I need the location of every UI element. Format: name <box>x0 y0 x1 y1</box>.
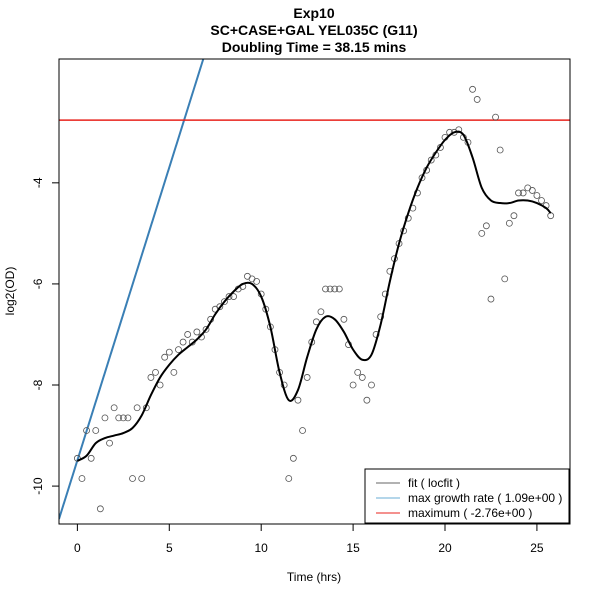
data-point <box>115 414 123 422</box>
data-point <box>106 439 113 447</box>
x-tick-label: 0 <box>74 541 81 555</box>
data-point <box>285 475 293 482</box>
data-point <box>381 290 389 298</box>
data-point <box>184 331 192 338</box>
data-point <box>138 475 146 482</box>
data-point <box>216 303 224 311</box>
data-point <box>349 381 357 389</box>
data-point <box>496 146 504 154</box>
data-point <box>317 308 325 316</box>
data-point <box>156 381 164 389</box>
data-point <box>547 212 555 220</box>
data-point <box>505 219 513 227</box>
data-point <box>354 368 362 376</box>
fit-curve <box>76 130 552 462</box>
data-point <box>92 427 100 434</box>
data-point <box>78 475 86 482</box>
data-point <box>294 396 302 404</box>
data-point <box>133 404 141 412</box>
data-point <box>533 192 541 199</box>
data-point <box>335 285 343 293</box>
legend-label: max growth rate ( 1.09e+00 ) <box>408 491 562 505</box>
data-point <box>331 285 339 293</box>
data-point <box>501 275 509 283</box>
data-point <box>193 328 201 336</box>
chart-title: Exp10 <box>293 5 334 21</box>
data-point <box>175 346 182 354</box>
data-point <box>515 189 522 197</box>
data-point <box>110 404 118 412</box>
data-point <box>101 414 109 422</box>
data-point <box>244 272 251 280</box>
chart-subtitle-doubling-time: Doubling Time = 38.15 mins <box>222 39 407 55</box>
data-point <box>299 427 306 434</box>
max-growth-rate-line <box>59 59 205 520</box>
data-point <box>368 381 375 389</box>
data-point <box>147 374 155 381</box>
y-tick-label: -6 <box>31 278 45 289</box>
data-point <box>152 368 159 376</box>
data-point <box>528 187 536 194</box>
plot-frame <box>58 58 571 525</box>
data-point <box>179 338 187 346</box>
y-tick-label: -8 <box>31 379 45 390</box>
y-tick-label: -10 <box>31 477 45 495</box>
x-tick-label: 25 <box>530 541 544 555</box>
data-point <box>363 396 371 404</box>
legend-label: maximum ( -2.76e+00 ) <box>408 506 532 520</box>
legend-box <box>364 468 570 524</box>
data-point <box>83 427 90 434</box>
data-point <box>524 184 532 192</box>
data-point <box>482 222 490 230</box>
data-point <box>377 313 385 321</box>
data-point <box>340 315 348 323</box>
data-point <box>253 277 260 285</box>
data-point <box>129 475 136 482</box>
data-point <box>289 454 297 462</box>
data-point <box>358 374 366 381</box>
x-axis-label: Time (hrs) <box>287 570 341 584</box>
legend-label: fit ( locfit ) <box>408 476 460 490</box>
data-point <box>161 353 169 361</box>
data-point <box>230 293 238 300</box>
x-tick-label: 10 <box>255 541 269 555</box>
data-point <box>478 229 486 237</box>
data-point <box>469 85 476 93</box>
x-tick-label: 15 <box>346 541 360 555</box>
legend: fit ( locfit )max growth rate ( 1.09e+00… <box>364 468 570 524</box>
x-tick-label: 20 <box>438 541 452 555</box>
data-point <box>303 374 311 381</box>
data-point <box>96 505 104 513</box>
data-point <box>87 454 95 462</box>
data-point <box>170 368 178 376</box>
data-point <box>455 126 463 134</box>
data-point <box>326 285 334 293</box>
y-axis-label: log2(OD) <box>3 267 17 316</box>
data-point <box>492 113 499 121</box>
data-point <box>538 197 545 204</box>
data-point <box>322 285 329 293</box>
data-point <box>427 156 435 164</box>
data-point <box>473 96 481 103</box>
x-axis: 0 5 10 15 20 25 <box>74 523 544 555</box>
data-point <box>73 454 81 462</box>
y-tick-label: -4 <box>31 177 45 188</box>
data-point <box>487 295 495 303</box>
y-axis: -10 -8 -6 -4 <box>31 177 60 495</box>
data-point <box>124 414 132 422</box>
data-point <box>248 275 256 283</box>
data-point <box>225 293 233 300</box>
x-tick-label: 5 <box>166 541 173 555</box>
data-point <box>119 414 127 422</box>
data-point <box>221 298 228 306</box>
data-point <box>519 189 527 197</box>
data-point <box>165 348 173 356</box>
data-point <box>510 212 518 220</box>
data-point <box>202 326 210 333</box>
chart-subtitle: SC+CASE+GAL YEL035C (G11) <box>210 22 417 38</box>
